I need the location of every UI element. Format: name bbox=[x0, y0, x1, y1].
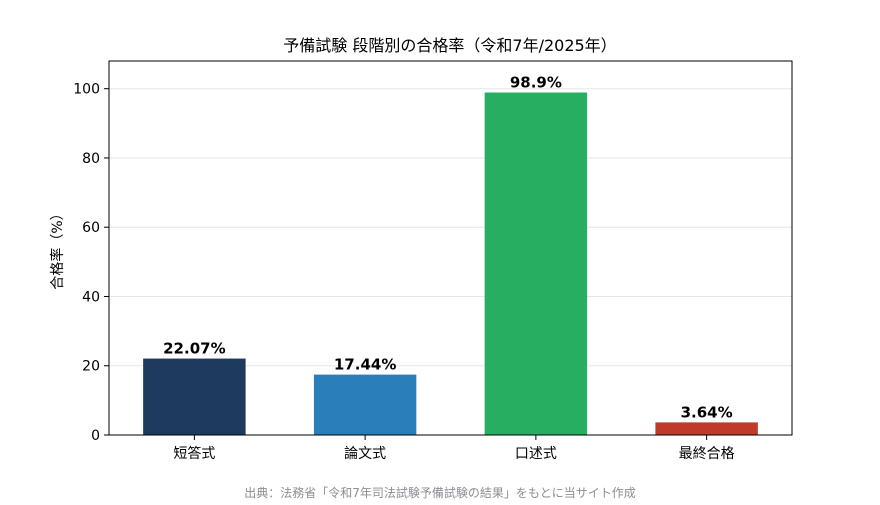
data-label: 98.9% bbox=[510, 74, 562, 92]
bar bbox=[143, 358, 246, 435]
bar bbox=[484, 92, 588, 435]
data-labels: 22.07% 17.44% 98.9% 3.64% bbox=[163, 74, 733, 422]
x-axis: 短答式 論文式 口述式 最終合格 bbox=[173, 435, 735, 462]
y-tick-label: 40 bbox=[82, 289, 100, 305]
data-label: 3.64% bbox=[681, 403, 733, 421]
x-tick-label: 最終合格 bbox=[679, 446, 735, 462]
chart-title: 予備試験 段階別の合格率（令和7年/2025年） bbox=[283, 36, 616, 55]
x-tick-label: 口述式 bbox=[515, 446, 557, 462]
y-tick-label: 100 bbox=[73, 82, 100, 98]
y-axis-label: 合格率（%） bbox=[49, 206, 66, 289]
data-label: 22.07% bbox=[163, 340, 225, 358]
y-tick-label: 60 bbox=[82, 220, 100, 236]
x-tick-label: 論文式 bbox=[344, 446, 386, 462]
bars bbox=[143, 92, 758, 435]
data-label: 17.44% bbox=[334, 356, 396, 374]
source-note: 出典：法務省「令和7年司法試験予備試験の結果」をもとに当サイト作成 bbox=[244, 486, 636, 500]
plot-frame bbox=[108, 60, 793, 436]
y-axis: 0 20 40 60 80 100 bbox=[73, 82, 109, 444]
y-tick-label: 80 bbox=[82, 151, 100, 167]
bar bbox=[313, 374, 417, 435]
y-tick-label: 20 bbox=[82, 359, 100, 375]
y-tick-label: 0 bbox=[91, 428, 100, 444]
x-tick-label: 短答式 bbox=[173, 445, 215, 462]
bar bbox=[655, 422, 758, 435]
